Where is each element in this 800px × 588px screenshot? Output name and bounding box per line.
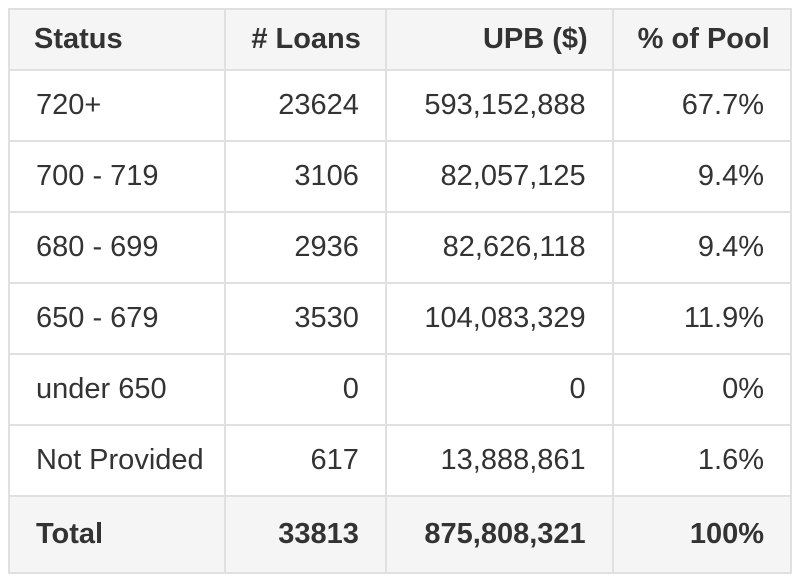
table-cell: 11.9% bbox=[611, 282, 793, 355]
table-cell: 82,057,125 bbox=[384, 140, 614, 213]
total-cell: 875,808,321 bbox=[384, 495, 614, 574]
table-total-row: Total 33813 875,808,321 100% bbox=[8, 495, 793, 574]
total-cell: 33813 bbox=[223, 495, 387, 574]
column-header-of-pool: % of Pool bbox=[611, 8, 793, 71]
table-cell: 9.4% bbox=[611, 211, 793, 284]
table-cell: 593,152,888 bbox=[384, 69, 614, 142]
column-header-upb: UPB ($) bbox=[384, 8, 614, 71]
total-cell: 100% bbox=[611, 495, 793, 574]
table-header: Status # Loans UPB ($)% of Pool bbox=[8, 8, 793, 71]
table-cell: 67.7% bbox=[611, 69, 793, 142]
credit-score-pool-table: Status # Loans UPB ($)% of Pool 720+ 23624 5… bbox=[8, 8, 793, 574]
table-header-row: Status # Loans UPB ($)% of Pool bbox=[8, 8, 793, 71]
table-cell: 0% bbox=[611, 353, 793, 426]
table-cell: 617 bbox=[223, 424, 387, 497]
column-header-status: Status bbox=[8, 8, 226, 71]
table-cell: 104,083,329 bbox=[384, 282, 614, 355]
table-row: Not Provided 617 13,888,861 1.6% bbox=[8, 424, 793, 497]
table-cell: 9.4% bbox=[611, 140, 793, 213]
total-label-cell: Total bbox=[8, 495, 226, 574]
table-cell: 23624 bbox=[223, 69, 387, 142]
table-cell: 82,626,118 bbox=[384, 211, 614, 284]
row-label-cell: 700 - 719 bbox=[8, 140, 226, 213]
row-label-cell: 680 - 699 bbox=[8, 211, 226, 284]
column-header-loans: # Loans bbox=[223, 8, 387, 71]
table-cell: 13,888,861 bbox=[384, 424, 614, 497]
table-row: under 650 0 0 0% bbox=[8, 353, 793, 426]
row-label-cell: under 650 bbox=[8, 353, 226, 426]
table-row: 650 - 679 3530 104,083,329 11.9% bbox=[8, 282, 793, 355]
table-footer: Total 33813 875,808,321 100% bbox=[8, 495, 793, 574]
row-label-cell: 720+ bbox=[8, 69, 226, 142]
table-body: 720+ 23624 593,152,888 67.7% 700 - 719 3106 82… bbox=[8, 69, 793, 497]
table-cell: 3530 bbox=[223, 282, 387, 355]
table-row: 680 - 699 2936 82,626,118 9.4% bbox=[8, 211, 793, 284]
table-cell: 1.6% bbox=[611, 424, 793, 497]
table-row: 720+ 23624 593,152,888 67.7% bbox=[8, 69, 793, 142]
table-cell: 0 bbox=[223, 353, 387, 426]
table-cell: 2936 bbox=[223, 211, 387, 284]
table-cell: 0 bbox=[384, 353, 614, 426]
table-cell: 3106 bbox=[223, 140, 387, 213]
row-label-cell: Not Provided bbox=[8, 424, 226, 497]
table-row: 700 - 719 3106 82,057,125 9.4% bbox=[8, 140, 793, 213]
row-label-cell: 650 - 679 bbox=[8, 282, 226, 355]
